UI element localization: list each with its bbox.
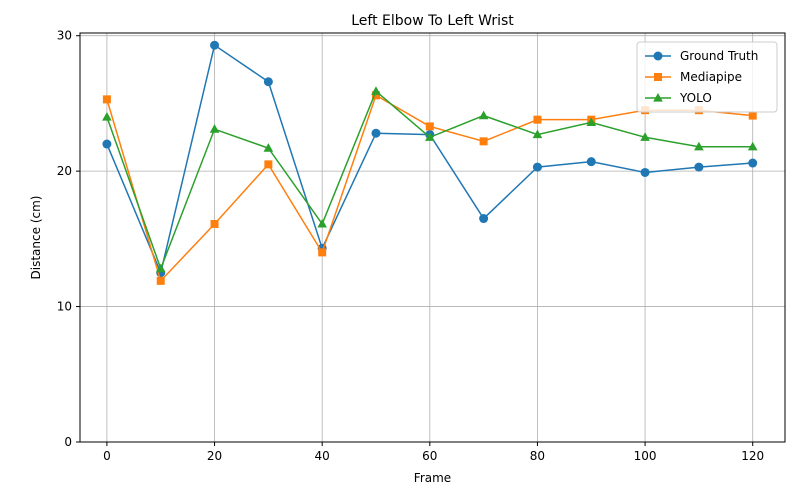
data-point-ground-truth [371, 128, 381, 138]
data-point-mediapipe [156, 276, 165, 285]
legend-label: Ground Truth [680, 49, 758, 63]
data-point-yolo [209, 124, 220, 133]
legend-box [636, 41, 778, 113]
y-axis: 0 10 20 30 [57, 29, 80, 449]
data-point-ground-truth [532, 162, 542, 172]
x-tick-label: 80 [530, 449, 545, 463]
data-point-yolo [425, 132, 435, 141]
data-point-mediapipe [318, 248, 327, 257]
data-point-mediapipe [210, 219, 219, 228]
legend-item-yolo: YOLO [645, 91, 712, 105]
data-point-yolo [747, 141, 758, 151]
data-point-yolo [478, 110, 489, 120]
x-tick-label: 60 [422, 449, 437, 463]
y-tick-label: 0 [64, 435, 72, 449]
legend-item-ground-truth: Ground Truth [645, 49, 758, 63]
data-point-yolo [102, 111, 112, 121]
y-tick-label: 20 [57, 164, 72, 178]
series-yolo [102, 86, 758, 273]
legend-marker [654, 73, 662, 81]
legend-label: Mediapipe [680, 70, 742, 84]
data-point-mediapipe [748, 111, 757, 120]
data-point-yolo [317, 218, 327, 228]
data-point-yolo [263, 143, 274, 152]
data-point-ground-truth [102, 139, 112, 149]
x-tick-label: 0 [103, 449, 111, 463]
data-point-ground-truth [586, 157, 596, 167]
data-point-mediapipe [533, 115, 542, 124]
legend-item-mediapipe: Mediapipe [645, 70, 742, 84]
y-axis-label: Distance (cm) [29, 196, 43, 280]
data-point-ground-truth [694, 162, 704, 172]
y-tick-label: 30 [57, 29, 72, 43]
x-tick-label: 40 [315, 449, 330, 463]
legend-marker [653, 93, 663, 102]
data-point-ground-truth [479, 214, 489, 224]
data-point-mediapipe [371, 91, 380, 100]
legend-label: YOLO [679, 91, 712, 105]
data-point-yolo [586, 117, 597, 126]
data-point-mediapipe [479, 137, 488, 146]
x-tick-label: 100 [634, 449, 657, 463]
data-point-yolo [371, 86, 381, 95]
legend: Ground Truth Mediapipe YOLO [636, 41, 778, 113]
data-point-ground-truth [210, 40, 220, 50]
data-point-yolo [694, 141, 704, 151]
data-point-yolo [640, 132, 650, 141]
data-point-ground-truth [640, 167, 650, 177]
data-point-mediapipe [102, 95, 111, 104]
x-axis-label: Frame [414, 471, 451, 485]
legend-marker [653, 51, 663, 61]
data-point-mediapipe [264, 160, 273, 169]
x-axis: 0 20 40 60 80 100 120 [103, 442, 764, 463]
y-tick-label: 10 [57, 300, 72, 314]
data-point-ground-truth [748, 158, 758, 168]
data-point-yolo [155, 263, 166, 273]
data-point-ground-truth [263, 77, 273, 87]
chart-title: Left Elbow To Left Wrist [351, 13, 514, 29]
x-tick-label: 20 [207, 449, 222, 463]
plot-frame [79, 32, 786, 443]
data-point-mediapipe [425, 122, 434, 131]
x-tick-label: 120 [741, 449, 764, 463]
data-point-yolo [532, 129, 543, 139]
